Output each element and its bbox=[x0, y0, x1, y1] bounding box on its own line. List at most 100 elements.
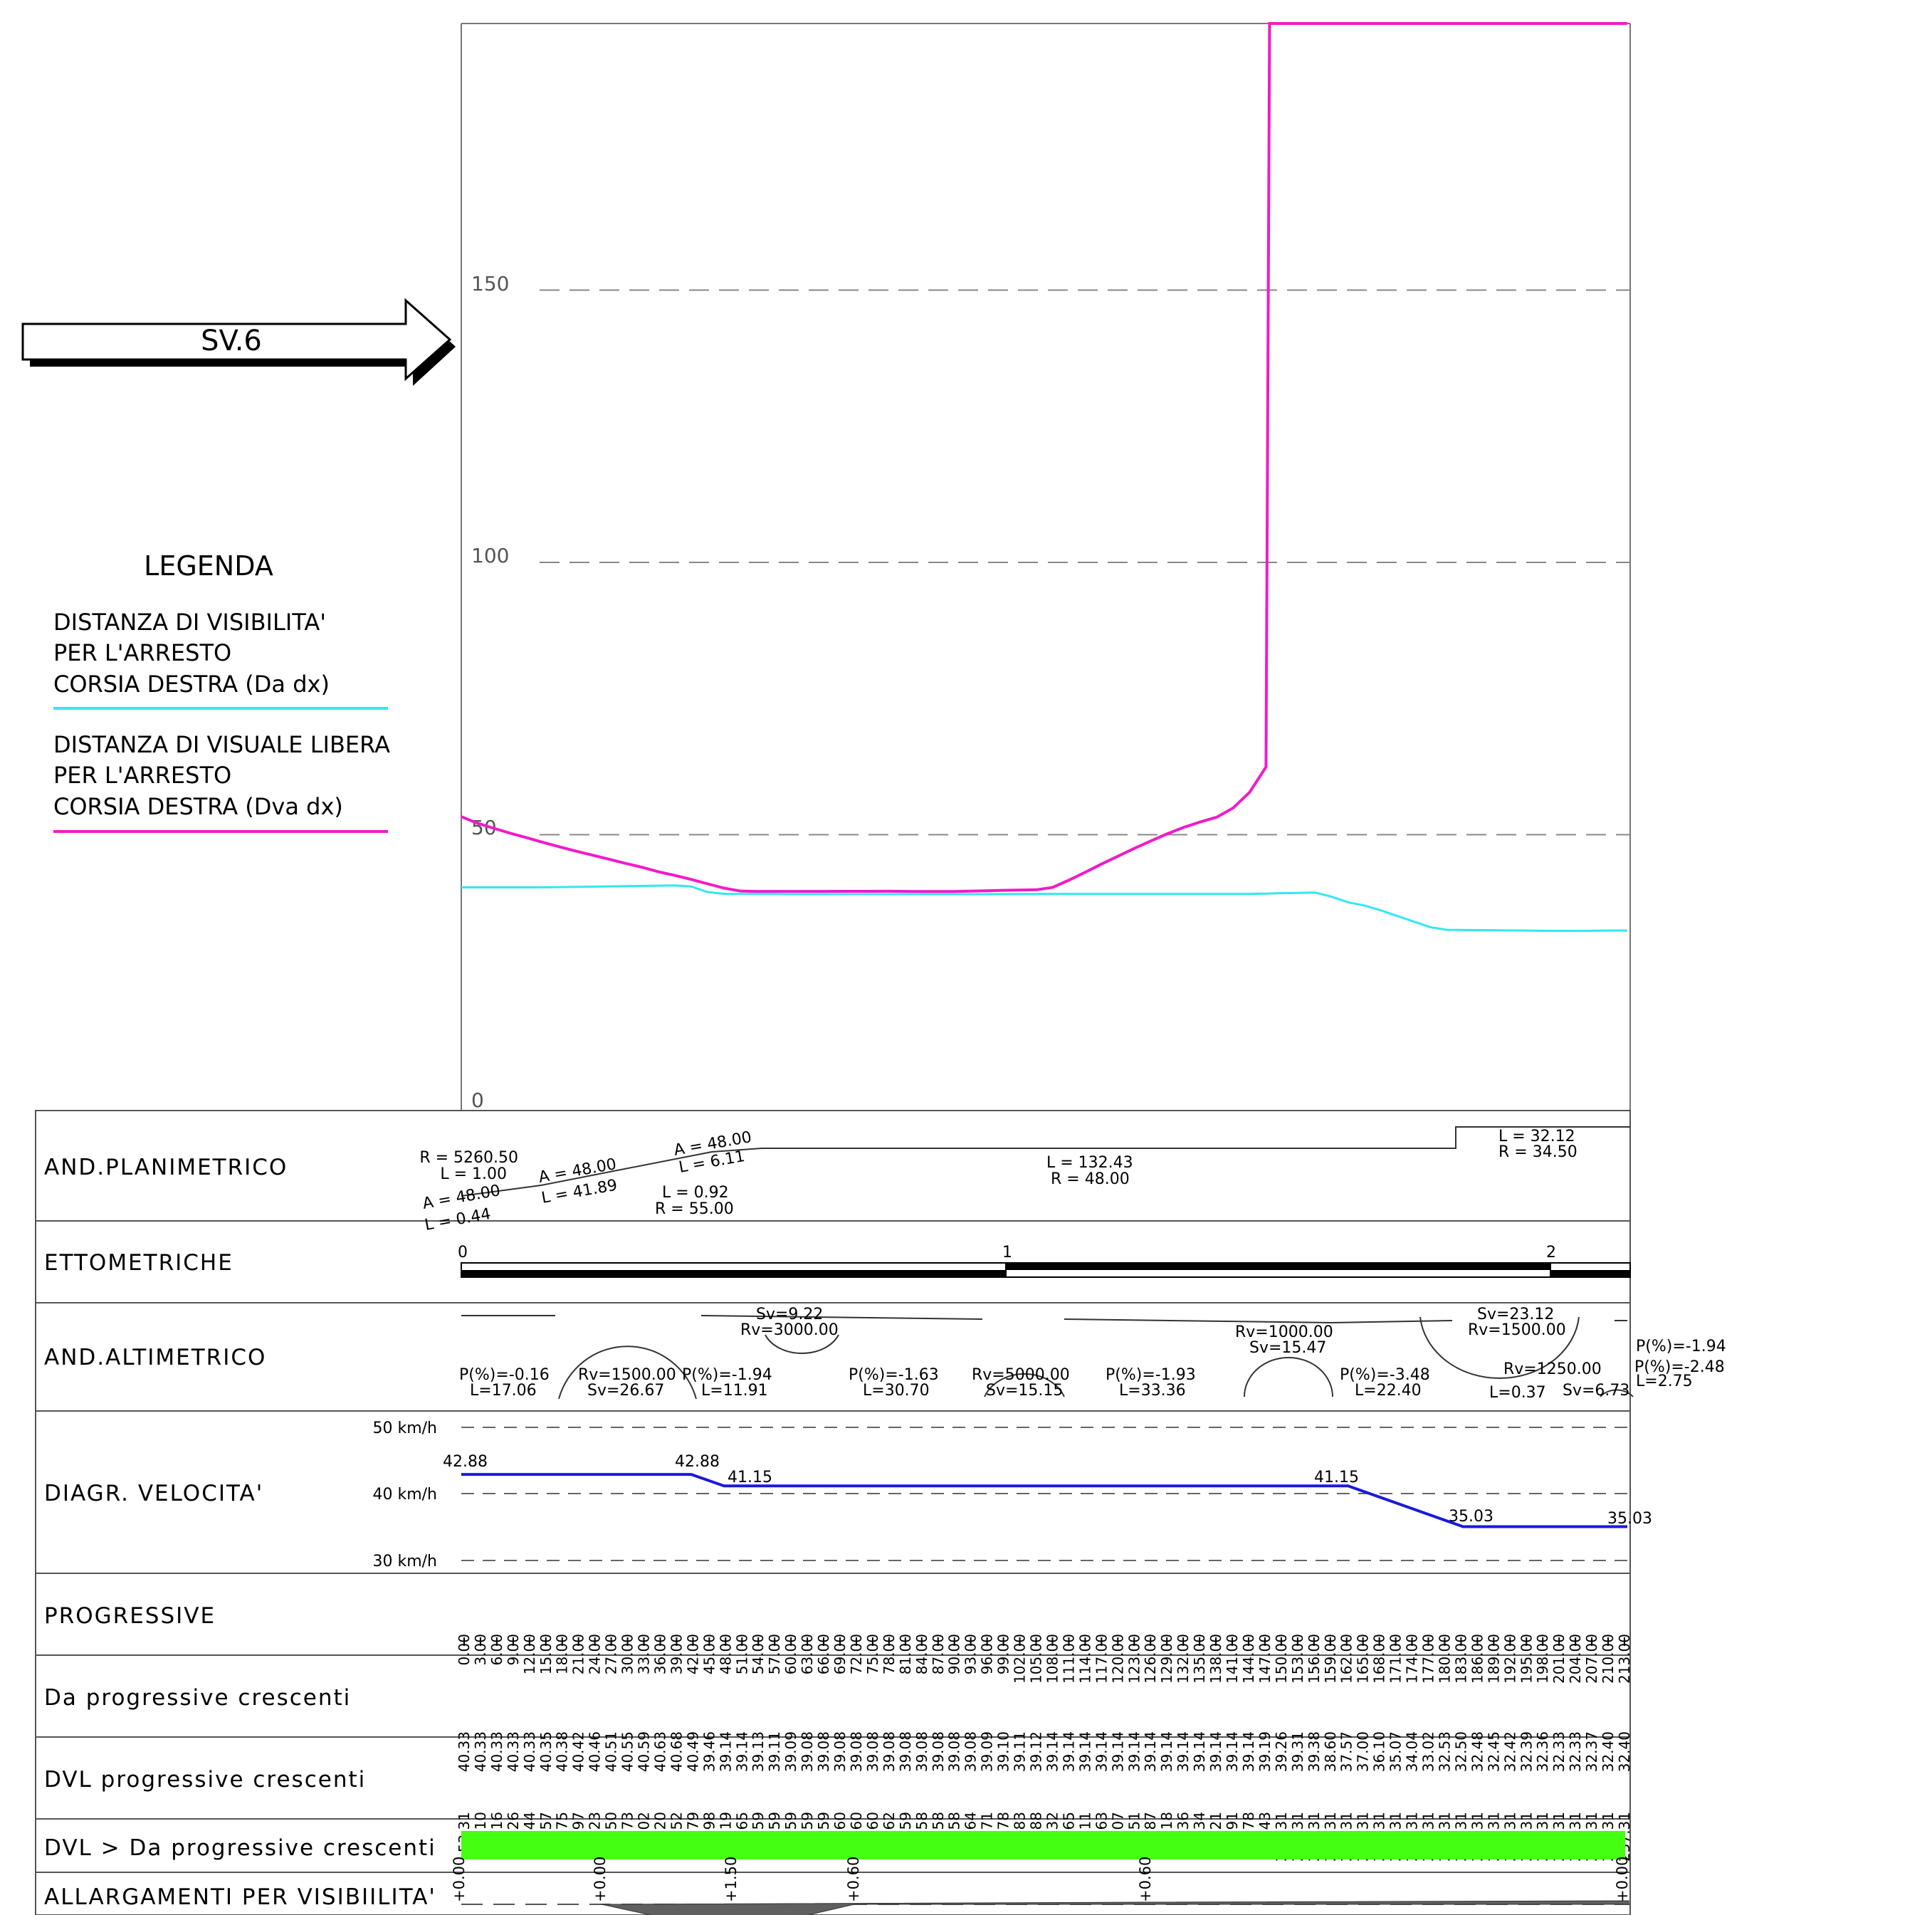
da-value: 35.07 bbox=[1387, 1731, 1405, 1772]
plan-label-r-48: R = 48.00 bbox=[1051, 1170, 1130, 1188]
da-value: 39.08 bbox=[930, 1731, 947, 1772]
da-value: 37.00 bbox=[1355, 1731, 1372, 1772]
alt-label-l-3336: L=33.36 bbox=[1119, 1382, 1186, 1400]
da-value: 39.12 bbox=[1028, 1731, 1045, 1772]
legend-entry-2-line-1: DISTANZA DI VISUALE LIBERA bbox=[53, 731, 390, 758]
da-value: 39.08 bbox=[913, 1731, 930, 1772]
da-value: 40.33 bbox=[521, 1731, 538, 1772]
da-value: 39.08 bbox=[831, 1731, 849, 1772]
da-value: 39.14 bbox=[1191, 1731, 1208, 1772]
section-marker-label: SV.6 bbox=[201, 325, 262, 357]
alt-label-sv-673: Sv=6.73 bbox=[1563, 1382, 1629, 1400]
da-value: 40.51 bbox=[603, 1731, 620, 1772]
da-value: 39.08 bbox=[881, 1731, 898, 1772]
plan-label-a-1: A = 48.00 bbox=[421, 1182, 502, 1213]
da-value: 39.46 bbox=[700, 1731, 718, 1772]
da-value: 40.63 bbox=[651, 1731, 668, 1772]
alt-label-rv-3000: Rv=3000.00 bbox=[740, 1321, 839, 1339]
row-label-velocita: DIAGR. VELOCITA' bbox=[44, 1481, 263, 1506]
da-value: 39.26 bbox=[1273, 1731, 1290, 1772]
allargamenti-profile bbox=[601, 1900, 1629, 1915]
planimetric-alignment-line bbox=[461, 1126, 1630, 1197]
da-value: 40.33 bbox=[505, 1731, 522, 1772]
da-value: 36.10 bbox=[1371, 1731, 1388, 1772]
allarg-label-1: +0.00 bbox=[451, 1857, 468, 1902]
da-value: 39.09 bbox=[782, 1731, 799, 1772]
ettometric-label-0: 0 bbox=[458, 1244, 468, 1261]
gridlines bbox=[540, 289, 1630, 836]
profile-table: AND.PLANIMETRICO ETTOMETRICHE AND.ALTIME… bbox=[35, 1110, 1726, 1915]
da-value: 32.40 bbox=[1600, 1731, 1617, 1772]
speed-label-1: 42.88 bbox=[443, 1453, 488, 1471]
altimetric-profile bbox=[461, 1315, 1634, 1400]
alt-label-p-194: P(%)=-1.94 bbox=[682, 1366, 772, 1384]
da-value: 39.08 bbox=[897, 1731, 914, 1772]
y-tick-label-100: 100 bbox=[471, 544, 509, 567]
alt-label-rv-5000: Rv=5000.00 bbox=[972, 1366, 1070, 1384]
alt-label-rv-1250: Rv=1250.00 bbox=[1503, 1360, 1602, 1378]
y-tick-label-0: 0 bbox=[471, 1088, 484, 1112]
da-value: 33.02 bbox=[1420, 1731, 1437, 1772]
speed-label-5: 35.03 bbox=[1449, 1508, 1493, 1526]
row-label-da: Da progressive crescenti bbox=[44, 1685, 351, 1711]
legend-entry-1-line-2: PER L'ARRESTO bbox=[53, 639, 231, 666]
plan-label-l-092: L = 0.92 bbox=[662, 1184, 729, 1202]
plan-label-r-3450: R = 34.50 bbox=[1498, 1143, 1577, 1161]
legend-entry-2-line-2: PER L'ARRESTO bbox=[53, 762, 231, 789]
da-value: 34.04 bbox=[1404, 1731, 1421, 1772]
da-value: 32.39 bbox=[1518, 1731, 1535, 1772]
da-value: 39.08 bbox=[815, 1731, 832, 1772]
ettometric-label-1: 1 bbox=[1002, 1244, 1012, 1261]
row-label-dvl: DVL progressive crescenti bbox=[44, 1767, 366, 1793]
alt-label-l-275: L=2.75 bbox=[1636, 1373, 1693, 1390]
da-value: 32.45 bbox=[1485, 1731, 1502, 1772]
da-value: 32.33 bbox=[1550, 1731, 1568, 1772]
da-value: 32.53 bbox=[1436, 1731, 1453, 1772]
da-value: 39.19 bbox=[1256, 1731, 1274, 1772]
ettometric-label-2: 2 bbox=[1546, 1244, 1556, 1261]
da-value: 32.36 bbox=[1534, 1731, 1551, 1772]
dvl-greater-da-bar bbox=[461, 1831, 1625, 1859]
row-label-progressive: PROGRESSIVE bbox=[44, 1603, 216, 1629]
speed-label-4: 41.15 bbox=[1314, 1469, 1359, 1486]
table-columns: 0.0040.3353.313.0040.3352.106.0040.3351.… bbox=[456, 1634, 1633, 1862]
alt-label-sv-1547: Sv=15.47 bbox=[1249, 1339, 1326, 1357]
da-value: 39.08 bbox=[962, 1731, 980, 1772]
da-value: 39.08 bbox=[946, 1731, 963, 1772]
alt-label-l-1191: L=11.91 bbox=[701, 1382, 768, 1400]
alt-label-sv-2312: Sv=23.12 bbox=[1477, 1306, 1554, 1323]
speed-reference-lines bbox=[461, 1427, 1630, 1561]
da-value: 40.68 bbox=[668, 1731, 685, 1772]
da-value: 40.59 bbox=[636, 1731, 653, 1772]
da-value: 40.42 bbox=[570, 1731, 587, 1772]
alt-label-sv-1515: Sv=15.15 bbox=[986, 1382, 1063, 1400]
da-value: 39.14 bbox=[1044, 1731, 1061, 1772]
alt-label-sv-2667: Sv=26.67 bbox=[587, 1382, 664, 1400]
plot-area: 150 100 50 0 bbox=[461, 22, 1631, 1112]
legend-title: LEGENDA bbox=[144, 550, 273, 582]
da-value: 39.14 bbox=[1158, 1731, 1175, 1772]
da-value: 39.14 bbox=[1142, 1731, 1159, 1772]
plan-label-r-55: R = 55.00 bbox=[655, 1200, 734, 1218]
da-value: 40.46 bbox=[587, 1731, 604, 1772]
da-value: 39.14 bbox=[1224, 1731, 1241, 1772]
da-value: 40.55 bbox=[619, 1731, 636, 1772]
y-tick-label-150: 150 bbox=[471, 272, 509, 295]
da-value: 39.13 bbox=[750, 1731, 767, 1772]
da-value: 40.38 bbox=[554, 1731, 571, 1772]
da-value: 32.42 bbox=[1501, 1731, 1518, 1772]
row-label-allargamenti: ALLARGAMENTI PER VISIBIILITA' bbox=[44, 1884, 436, 1910]
da-value: 39.14 bbox=[733, 1731, 750, 1772]
alt-label-p-348: P(%)=-3.48 bbox=[1340, 1366, 1430, 1384]
da-value: 40.33 bbox=[472, 1731, 489, 1772]
speed-label-6: 35.03 bbox=[1607, 1510, 1652, 1528]
alt-label-l-3070: L=30.70 bbox=[863, 1382, 930, 1400]
alt-label-l-037: L=0.37 bbox=[1489, 1384, 1546, 1402]
da-value: 32.37 bbox=[1583, 1731, 1600, 1772]
da-value: 40.33 bbox=[488, 1731, 505, 1772]
plan-label-l-13243: L = 132.43 bbox=[1046, 1154, 1133, 1172]
da-value: 39.14 bbox=[1240, 1731, 1257, 1772]
da-value: 37.57 bbox=[1338, 1731, 1355, 1772]
allarg-label-3: +1.50 bbox=[723, 1857, 740, 1902]
